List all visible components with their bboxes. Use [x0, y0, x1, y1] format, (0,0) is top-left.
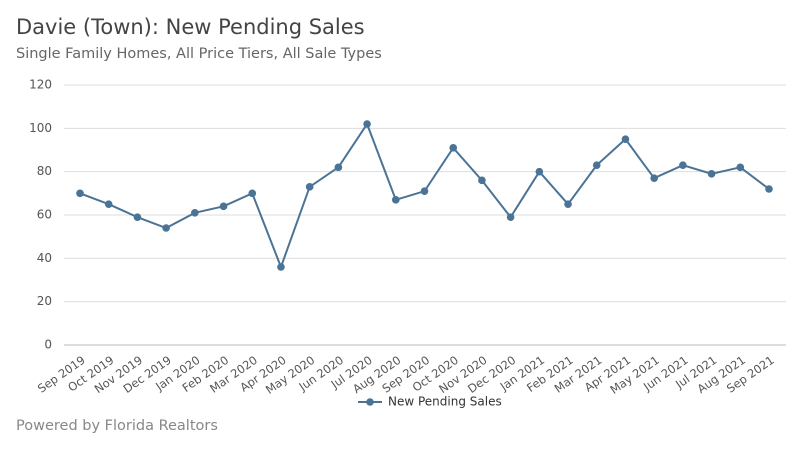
- chart-title: Davie (Town): New Pending Sales: [16, 15, 365, 39]
- data-point: [621, 135, 630, 143]
- y-tick-label: 40: [37, 251, 52, 265]
- y-tick-label: 60: [37, 208, 52, 222]
- data-point: [449, 144, 458, 152]
- data-point: [420, 187, 429, 195]
- data-point: [564, 200, 572, 208]
- data-point: [305, 183, 314, 191]
- data-point: [104, 200, 113, 208]
- data-point: [248, 189, 257, 198]
- y-tick-label: 100: [29, 121, 52, 135]
- data-point: [592, 161, 601, 169]
- data-point: [219, 202, 228, 211]
- data-point: [679, 161, 687, 169]
- data-point: [334, 163, 343, 172]
- data-point: [535, 167, 544, 176]
- y-tick-label: 20: [37, 294, 52, 308]
- data-point: [363, 120, 371, 128]
- data-point: [478, 176, 486, 185]
- footer: Powered by Florida Realtors: [16, 418, 218, 434]
- legend-marker: [366, 398, 374, 406]
- data-point: [650, 174, 658, 182]
- data-point: [191, 209, 199, 217]
- y-tick-label: 120: [29, 78, 52, 92]
- y-tick-label: 80: [37, 164, 52, 178]
- data-point: [765, 185, 773, 193]
- data-point: [707, 170, 716, 178]
- data-point: [391, 196, 400, 204]
- data-point: [277, 263, 285, 271]
- chart-subtitle: Single Family Homes, All Price Tiers, Al…: [16, 46, 382, 62]
- data-point: [162, 224, 170, 232]
- data-point: [736, 163, 745, 172]
- data-point: [133, 213, 142, 221]
- data-point: [506, 213, 515, 221]
- data-point: [76, 189, 84, 198]
- y-tick-label: 0: [44, 338, 52, 352]
- legend-label: New Pending Sales: [388, 395, 502, 409]
